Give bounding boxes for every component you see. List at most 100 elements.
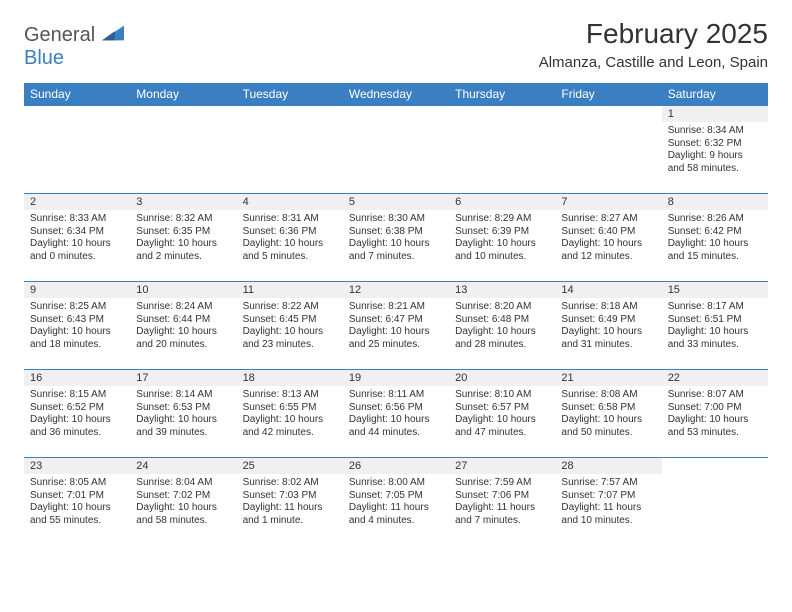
- sunset-text: Sunset: 6:51 PM: [668, 314, 762, 327]
- sunrise-text: Sunrise: 8:05 AM: [30, 477, 124, 490]
- calendar-day-cell: 18 Sunrise: 8:13 AMSunset: 6:55 PMDayligh…: [237, 370, 343, 458]
- sunrise-text: Sunrise: 8:08 AM: [561, 389, 655, 402]
- day-number: 26: [343, 458, 449, 474]
- sunset-text: Sunset: 6:45 PM: [243, 314, 337, 327]
- day-number: 10: [130, 282, 236, 298]
- daylight-text: Daylight: 10 hours and 36 minutes.: [30, 414, 124, 439]
- sunset-text: Sunset: 6:35 PM: [136, 226, 230, 239]
- sunset-text: Sunset: 6:40 PM: [561, 226, 655, 239]
- daylight-text: Daylight: 10 hours and 47 minutes.: [455, 414, 549, 439]
- sunset-text: Sunset: 7:01 PM: [30, 490, 124, 503]
- day-detail: Sunrise: 8:05 AMSunset: 7:01 PMDaylight:…: [24, 474, 130, 533]
- calendar-day-cell: 22Sunrise: 8:07 AMSunset: 7:00 PMDayligh…: [662, 370, 768, 458]
- sunrise-text: Sunrise: 8:22 AM: [243, 301, 337, 314]
- calendar-day-cell: 14Sunrise: 8:18 AMSunset: 6:49 PMDayligh…: [555, 282, 661, 370]
- sunset-text: Sunset: 6:39 PM: [455, 226, 549, 239]
- sunrise-text: Sunrise: 8:32 AM: [136, 213, 230, 226]
- daylight-text: Daylight: 10 hours and 5 minutes.: [243, 238, 337, 263]
- day-number: 17: [130, 370, 236, 386]
- day-number: 25: [237, 458, 343, 474]
- day-header: Friday: [555, 83, 661, 106]
- sunset-text: Sunset: 7:06 PM: [455, 490, 549, 503]
- day-detail: Sunrise: 8:33 AMSunset: 6:34 PMDaylight:…: [24, 210, 130, 269]
- day-detail: Sunrise: 8:32 AMSunset: 6:35 PMDaylight:…: [130, 210, 236, 269]
- daylight-text: Daylight: 10 hours and 15 minutes.: [668, 238, 762, 263]
- page-header: General Blue February 2025 Almanza, Cast…: [24, 18, 768, 71]
- day-detail: Sunrise: 8:08 AMSunset: 6:58 PMDaylight:…: [555, 386, 661, 445]
- sunrise-text: Sunrise: 8:14 AM: [136, 389, 230, 402]
- day-number: 5: [343, 194, 449, 210]
- calendar-page: General Blue February 2025 Almanza, Cast…: [0, 0, 792, 546]
- day-number: 3: [130, 194, 236, 210]
- sunset-text: Sunset: 6:55 PM: [243, 402, 337, 415]
- day-number: 22: [662, 370, 768, 386]
- day-detail: Sunrise: 8:17 AMSunset: 6:51 PMDaylight:…: [662, 298, 768, 357]
- day-number: 9: [24, 282, 130, 298]
- day-detail: Sunrise: 8:31 AMSunset: 6:36 PMDaylight:…: [237, 210, 343, 269]
- day-number: 20: [449, 370, 555, 386]
- sunset-text: Sunset: 7:03 PM: [243, 490, 337, 503]
- daylight-text: Daylight: 10 hours and 20 minutes.: [136, 326, 230, 351]
- sunset-text: Sunset: 7:07 PM: [561, 490, 655, 503]
- day-detail: Sunrise: 8:25 AMSunset: 6:43 PMDaylight:…: [24, 298, 130, 357]
- calendar-day-cell: [130, 106, 236, 194]
- calendar-day-cell: 3Sunrise: 8:32 AMSunset: 6:35 PMDaylight…: [130, 194, 236, 282]
- sunrise-text: Sunrise: 8:04 AM: [136, 477, 230, 490]
- sunrise-text: Sunrise: 8:29 AM: [455, 213, 549, 226]
- sunset-text: Sunset: 6:43 PM: [30, 314, 124, 327]
- calendar-day-cell: 20Sunrise: 8:10 AMSunset: 6:57 PMDayligh…: [449, 370, 555, 458]
- day-number: 4: [237, 194, 343, 210]
- day-detail: Sunrise: 8:07 AMSunset: 7:00 PMDaylight:…: [662, 386, 768, 445]
- brand-logo: General Blue: [24, 24, 124, 70]
- day-number: 23: [24, 458, 130, 474]
- calendar-day-cell: 19Sunrise: 8:11 AMSunset: 6:56 PMDayligh…: [343, 370, 449, 458]
- day-header: Thursday: [449, 83, 555, 106]
- day-detail: Sunrise: 7:59 AMSunset: 7:06 PMDaylight:…: [449, 474, 555, 533]
- daylight-text: Daylight: 11 hours and 1 minute.: [243, 502, 337, 527]
- sunset-text: Sunset: 6:38 PM: [349, 226, 443, 239]
- day-detail: Sunrise: 8:15 AMSunset: 6:52 PMDaylight:…: [24, 386, 130, 445]
- day-number: 19: [343, 370, 449, 386]
- title-block: February 2025 Almanza, Castille and Leon…: [539, 18, 768, 71]
- sunrise-text: Sunrise: 8:24 AM: [136, 301, 230, 314]
- daylight-text: Daylight: 10 hours and 53 minutes.: [668, 414, 762, 439]
- sunrise-text: Sunrise: 8:33 AM: [30, 213, 124, 226]
- calendar-day-cell: 4Sunrise: 8:31 AMSunset: 6:36 PMDaylight…: [237, 194, 343, 282]
- day-header: Wednesday: [343, 83, 449, 106]
- day-number: 21: [555, 370, 661, 386]
- day-detail: Sunrise: 8:20 AMSunset: 6:48 PMDaylight:…: [449, 298, 555, 357]
- day-number: 16: [24, 370, 130, 386]
- calendar-week-row: 23Sunrise: 8:05 AMSunset: 7:01 PMDayligh…: [24, 458, 768, 546]
- logo-text: General Blue: [24, 24, 124, 70]
- calendar-day-cell: 8Sunrise: 8:26 AMSunset: 6:42 PMDaylight…: [662, 194, 768, 282]
- daylight-text: Daylight: 10 hours and 12 minutes.: [561, 238, 655, 263]
- daylight-text: Daylight: 11 hours and 10 minutes.: [561, 502, 655, 527]
- calendar-day-cell: 12Sunrise: 8:21 AMSunset: 6:47 PMDayligh…: [343, 282, 449, 370]
- calendar-day-cell: 24Sunrise: 8:04 AMSunset: 7:02 PMDayligh…: [130, 458, 236, 546]
- day-number: 18: [237, 370, 343, 386]
- daylight-text: Daylight: 10 hours and 42 minutes.: [243, 414, 337, 439]
- day-detail: Sunrise: 8:26 AMSunset: 6:42 PMDaylight:…: [662, 210, 768, 269]
- calendar-day-cell: 28Sunrise: 7:57 AMSunset: 7:07 PMDayligh…: [555, 458, 661, 546]
- sunset-text: Sunset: 6:42 PM: [668, 226, 762, 239]
- sunrise-text: Sunrise: 8:13 AM: [243, 389, 337, 402]
- sunset-text: Sunset: 6:48 PM: [455, 314, 549, 327]
- daylight-text: Daylight: 9 hours and 58 minutes.: [668, 150, 762, 175]
- sunset-text: Sunset: 6:49 PM: [561, 314, 655, 327]
- calendar-day-cell: 27Sunrise: 7:59 AMSunset: 7:06 PMDayligh…: [449, 458, 555, 546]
- day-number: 27: [449, 458, 555, 474]
- calendar-week-row: 1Sunrise: 8:34 AMSunset: 6:32 PMDaylight…: [24, 106, 768, 194]
- day-detail: Sunrise: 7:57 AMSunset: 7:07 PMDaylight:…: [555, 474, 661, 533]
- day-number: 11: [237, 282, 343, 298]
- brand-part1: General: [24, 24, 95, 46]
- sunrise-text: Sunrise: 8:26 AM: [668, 213, 762, 226]
- sunset-text: Sunset: 6:44 PM: [136, 314, 230, 327]
- daylight-text: Daylight: 10 hours and 28 minutes.: [455, 326, 549, 351]
- day-number: 15: [662, 282, 768, 298]
- sunset-text: Sunset: 6:56 PM: [349, 402, 443, 415]
- daylight-text: Daylight: 10 hours and 10 minutes.: [455, 238, 549, 263]
- day-number: 24: [130, 458, 236, 474]
- sunset-text: Sunset: 6:36 PM: [243, 226, 337, 239]
- sunrise-text: Sunrise: 8:31 AM: [243, 213, 337, 226]
- sunset-text: Sunset: 7:02 PM: [136, 490, 230, 503]
